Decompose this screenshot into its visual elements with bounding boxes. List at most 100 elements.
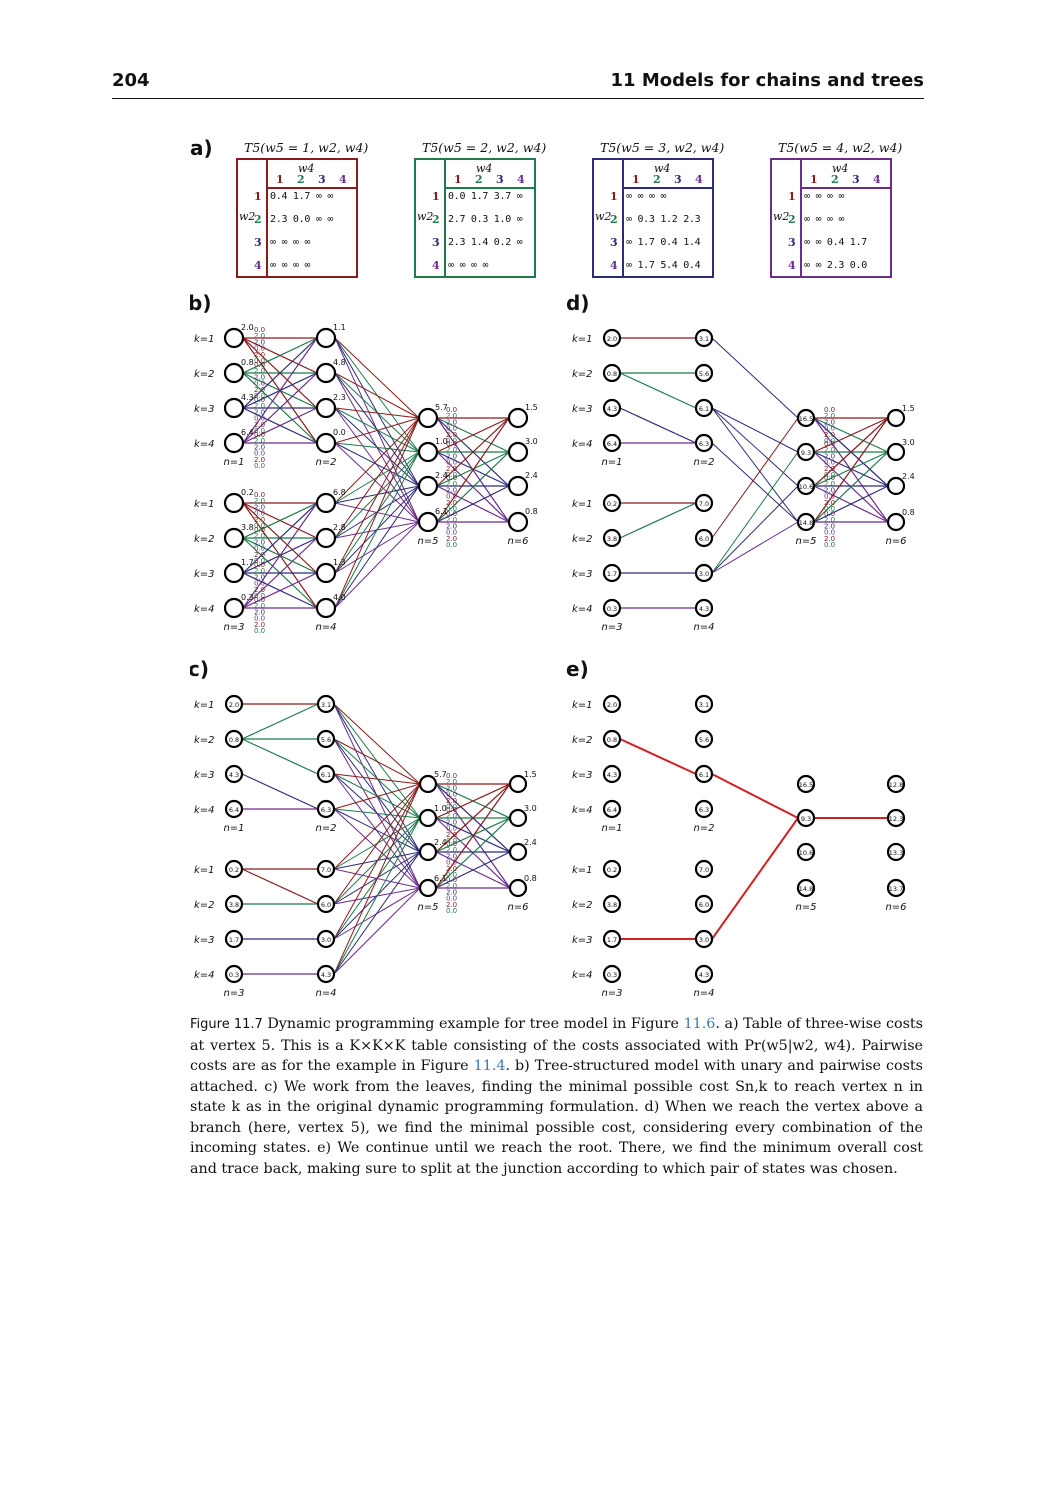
cumulative-cost-label: 3.1: [699, 701, 709, 709]
pairwise-cost-label: 0.0: [254, 491, 265, 499]
pairwise-cost-label: 0.0: [446, 806, 457, 814]
graph-node: [796, 774, 816, 794]
figure-ref-link[interactable]: 11.4: [473, 1058, 506, 1074]
cumulative-cost-label: 2.0: [607, 701, 617, 709]
edge-n5-n6: [435, 851, 511, 889]
edge-n5-n6: [813, 451, 889, 523]
edge-n2-n5: [711, 407, 799, 453]
graph-node: [315, 432, 337, 454]
table-row: ∞ 1.7 5.4 0.4: [626, 260, 701, 271]
pairwise-cost-label: 0.0: [254, 510, 265, 518]
row-header: 4: [254, 259, 262, 272]
graph-node: [886, 878, 906, 898]
pairwise-cost-label: 2.0: [824, 522, 835, 530]
unary-cost-label: 1.7: [241, 558, 254, 567]
unary-cost-label: 2.8: [333, 523, 346, 532]
cumulative-cost-label: 6.4: [229, 806, 239, 814]
edge-n3-n4: [619, 502, 697, 539]
graph-node: [417, 441, 439, 463]
cost-table: w4 w2 1 2 3 4 1 2 3 4 0.4 1.7 ∞ ∞ 2.3 0.0 ∞ ∞ ∞ ∞ ∞ …: [236, 158, 358, 278]
vertex-label: n=5: [795, 902, 816, 913]
state-label: k=2: [194, 369, 215, 380]
pairwise-cost-label: 2.0: [446, 812, 457, 820]
state-label: k=2: [572, 735, 593, 746]
vertex-label: n=6: [885, 536, 906, 547]
pairwise-cost-label: 2.0: [254, 497, 265, 505]
caption-text-3: . b) Tree-structured model with unary an…: [190, 1058, 924, 1177]
edge-n4-n5: [334, 521, 420, 609]
graph-node: [694, 929, 714, 949]
graph-node: [507, 511, 529, 533]
cumulative-cost-label: 3.0: [699, 936, 709, 944]
graph-node: [508, 774, 528, 794]
state-label: k=4: [572, 970, 593, 981]
column-header: 3: [318, 173, 326, 186]
pairwise-cost-label: 0.0: [254, 361, 265, 369]
pairwise-cost-label: 0.0: [446, 459, 457, 467]
cumulative-cost-label: 10.6: [799, 483, 813, 491]
figure-ref-link[interactable]: 11.6: [683, 1016, 716, 1032]
cumulative-cost-label: 4.3: [699, 971, 709, 979]
edge-n2-n5: [334, 407, 420, 419]
pairwise-cost-label: 0.0: [254, 596, 265, 604]
vertex-label: n=3: [601, 988, 622, 999]
pairwise-cost-label: 2.0: [446, 480, 457, 488]
graph-node: [694, 598, 714, 618]
graph-node: [602, 528, 622, 548]
pairwise-cost-label: 2.0: [446, 888, 457, 896]
vertex-label: n=4: [315, 988, 336, 999]
cumulative-cost-label: 9.3: [801, 815, 811, 823]
state-label: k=4: [572, 439, 593, 450]
pairwise-cost-label: 0.0: [254, 545, 265, 553]
edge-n3-n4: [242, 572, 318, 609]
unary-cost-label: 4.8: [333, 358, 346, 367]
graph-node: [796, 842, 816, 862]
graph-node: [602, 398, 622, 418]
graph-node: [315, 327, 337, 349]
vertex-label: n=4: [693, 622, 714, 633]
edge-n4-n5: [711, 521, 799, 574]
pairwise-cost-label: 0.0: [446, 871, 457, 879]
cumulative-cost-label: 12.8: [889, 781, 903, 789]
unary-cost-label: 6.1: [434, 874, 447, 883]
pairwise-cost-label: 2.0: [254, 586, 265, 594]
graph-node: [796, 442, 816, 462]
caption-text-2: . a) Table of three-wise costs at vertex…: [190, 1016, 923, 1074]
unary-cost-label: 4.0: [333, 593, 346, 602]
cumulative-cost-label: 2.0: [229, 701, 239, 709]
pairwise-cost-label: 0.0: [824, 541, 835, 549]
cumulative-cost-label: 6.3: [321, 806, 331, 814]
cumulative-cost-label: 1.7: [229, 936, 239, 944]
state-label: k=1: [194, 700, 215, 711]
cumulative-cost-label: 16.5: [799, 781, 813, 789]
pairwise-cost-label: 2.0: [824, 418, 835, 426]
pairwise-cost-label: 0.0: [254, 392, 265, 400]
edge-n2-n5: [333, 773, 421, 785]
graph-node: [418, 774, 438, 794]
state-label: k=1: [572, 700, 593, 711]
state-label: k=4: [572, 604, 593, 615]
cumulative-cost-label: 2.0: [607, 335, 617, 343]
table-row: ∞ ∞ ∞ ∞: [626, 191, 667, 202]
panel-label: b): [190, 294, 211, 315]
row-header: 3: [432, 236, 440, 249]
column-header: 2: [653, 173, 661, 186]
vertex-label: n=2: [693, 457, 714, 468]
cumulative-cost-label: 6.1: [321, 771, 331, 779]
graph-node: [694, 764, 714, 784]
state-label: k=2: [194, 900, 215, 911]
edge-n2-n5: [334, 442, 420, 523]
graph-node: [507, 475, 529, 497]
edge-n4-n5: [334, 485, 420, 609]
vertex-label: n=6: [507, 536, 528, 547]
graph-node: [796, 878, 816, 898]
cumulative-cost-label: 14.8: [799, 885, 813, 893]
pairwise-cost-label: 2.0: [254, 573, 265, 581]
pairwise-cost-label: 2.0: [446, 522, 457, 530]
state-label: k=3: [194, 569, 215, 580]
graph-node: [316, 764, 336, 784]
edge-n4-n5: [334, 417, 420, 609]
pairwise-cost-label: 2.0: [824, 412, 835, 420]
cumulative-cost-label: 5.6: [321, 736, 331, 744]
table-row: ∞ 0.3 1.2 2.3: [626, 214, 701, 225]
